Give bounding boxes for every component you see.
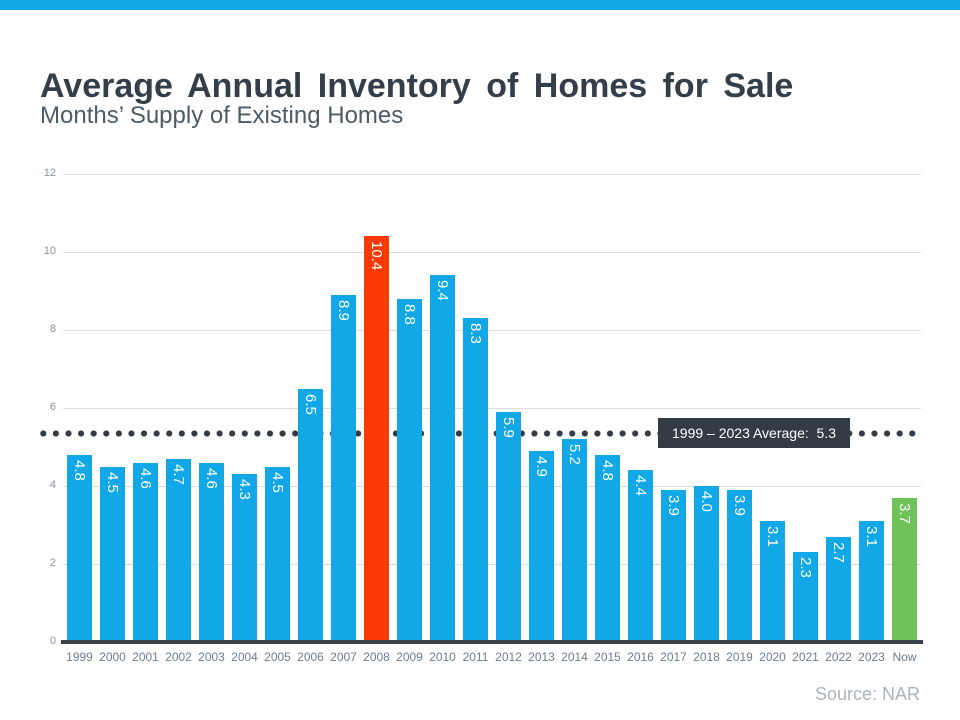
x-axis-label-2017: 2017 <box>660 650 687 664</box>
x-axis-label-2000: 2000 <box>99 650 126 664</box>
bar-2021: 2.3 <box>793 552 818 642</box>
bar-2001: 4.6 <box>133 462 158 642</box>
x-axis-label-2002: 2002 <box>165 650 192 664</box>
bar-2008: 10.4 <box>364 236 389 642</box>
bar-2006: 6.5 <box>298 388 323 642</box>
bar-value-label: 5.2 <box>566 444 583 466</box>
bar-value-label: 4.5 <box>104 471 121 493</box>
y-axis-tick-label: 6 <box>49 401 56 413</box>
gridline-12 <box>63 174 921 175</box>
bar-2000: 4.5 <box>100 466 125 642</box>
bar-2020: 3.1 <box>760 521 785 642</box>
bar-2004: 4.3 <box>232 474 257 642</box>
source-note: Source: NAR <box>814 684 920 704</box>
bar-2023: 3.1 <box>859 521 884 642</box>
bar-2019: 3.9 <box>727 489 752 642</box>
x-axis-label-2022: 2022 <box>825 650 852 664</box>
y-axis-tick-label: 2 <box>49 557 56 569</box>
gridline-8 <box>63 330 921 331</box>
x-axis-label-2020: 2020 <box>759 650 786 664</box>
bar-value-label: 4.7 <box>170 463 187 485</box>
bar-2002: 4.7 <box>166 458 191 642</box>
x-axis-label-2010: 2010 <box>429 650 456 664</box>
bar-2022: 2.7 <box>826 536 851 642</box>
x-axis-label-2008: 2008 <box>363 650 390 664</box>
average-label-box: 1999 – 2023 Average: 5.3 <box>658 418 850 449</box>
x-axis-label-2001: 2001 <box>132 650 159 664</box>
x-axis-label-2009: 2009 <box>396 650 423 664</box>
bar-value-label: 4.6 <box>203 467 220 489</box>
x-axis-label-2004: 2004 <box>231 650 258 664</box>
gridline-10 <box>63 252 921 253</box>
bar-2009: 8.8 <box>397 298 422 642</box>
x-axis-label-2012: 2012 <box>495 650 522 664</box>
bar-2014: 5.2 <box>562 439 587 642</box>
bar-2007: 8.9 <box>331 294 356 642</box>
bar-value-label: 4.6 <box>137 467 154 489</box>
bar-2017: 3.9 <box>661 489 686 642</box>
bar-value-label: 3.1 <box>764 526 781 547</box>
y-axis-tick-label: 10 <box>43 245 56 257</box>
bar-value-label: 5.9 <box>500 416 517 438</box>
bar-value-label: 6.5 <box>302 393 319 415</box>
bar-2015: 4.8 <box>595 454 620 642</box>
bar-value-label: 3.9 <box>731 494 748 516</box>
bar-value-label: 4.8 <box>71 459 88 481</box>
bar-2016: 4.4 <box>628 470 653 642</box>
bar-2013: 4.9 <box>529 450 554 642</box>
x-axis-label-2013: 2013 <box>528 650 555 664</box>
bar-value-label: 8.9 <box>335 299 352 321</box>
x-axis-label-2007: 2007 <box>330 650 357 664</box>
y-axis-tick-label: 12 <box>43 167 56 179</box>
x-axis-label-2023: 2023 <box>858 650 885 664</box>
x-axis-label-Now: Now <box>892 650 917 664</box>
x-axis-label-2021: 2021 <box>792 650 819 664</box>
bar-value-label: 8.8 <box>401 303 418 325</box>
x-axis-line <box>61 640 923 644</box>
x-axis-label-2011: 2011 <box>462 650 489 664</box>
bar-value-label: 2.7 <box>830 541 847 563</box>
page-subtitle: Months’ Supply of Existing Homes <box>40 102 404 129</box>
bar-value-label: 3.9 <box>665 494 682 516</box>
x-axis-label-2016: 2016 <box>627 650 654 664</box>
x-axis-label-2018: 2018 <box>693 650 720 664</box>
bar-value-label: 3.7 <box>896 502 913 524</box>
bar-2011: 8.3 <box>463 318 488 642</box>
bar-2003: 4.6 <box>199 462 224 642</box>
bar-value-label: 10.4 <box>368 241 385 271</box>
x-axis-label-2019: 2019 <box>726 650 753 664</box>
bar-2012: 5.9 <box>496 411 521 642</box>
accent-strip <box>0 0 960 10</box>
average-label: 1999 – 2023 Average: 5.3 <box>672 425 836 442</box>
bar-value-label: 9.4 <box>434 280 451 302</box>
gridline-2 <box>63 564 921 565</box>
bar-value-label: 3.1 <box>863 526 880 547</box>
bar-Now: 3.7 <box>892 497 917 642</box>
y-axis-tick-label: 8 <box>49 323 56 335</box>
page-title: Average Annual Inventory of Homes for Sa… <box>40 66 794 105</box>
y-axis-tick-label: 0 <box>49 635 56 647</box>
x-axis-label-2015: 2015 <box>594 650 621 664</box>
gridline-6 <box>63 408 921 409</box>
bar-2005: 4.5 <box>265 466 290 642</box>
bar-value-label: 4.9 <box>533 455 550 477</box>
bar-2018: 4.0 <box>694 486 719 642</box>
bar-2010: 9.4 <box>430 275 455 642</box>
y-axis-tick-label: 4 <box>49 479 56 491</box>
x-axis-label-2003: 2003 <box>198 650 225 664</box>
gridline-4 <box>63 486 921 487</box>
bar-value-label: 4.3 <box>236 479 253 501</box>
bar-value-label: 2.3 <box>797 557 814 579</box>
bar-1999: 4.8 <box>67 454 92 642</box>
bar-value-label: 4.8 <box>599 459 616 481</box>
bar-value-label: 4.4 <box>632 475 649 497</box>
x-axis-label-2006: 2006 <box>297 650 324 664</box>
bar-value-label: 4.5 <box>269 471 286 493</box>
x-axis-label-1999: 1999 <box>66 650 93 664</box>
bar-value-label: 4.0 <box>698 491 715 512</box>
bar-value-label: 8.3 <box>467 323 484 345</box>
x-axis-label-2005: 2005 <box>264 650 291 664</box>
x-axis-label-2014: 2014 <box>561 650 588 664</box>
